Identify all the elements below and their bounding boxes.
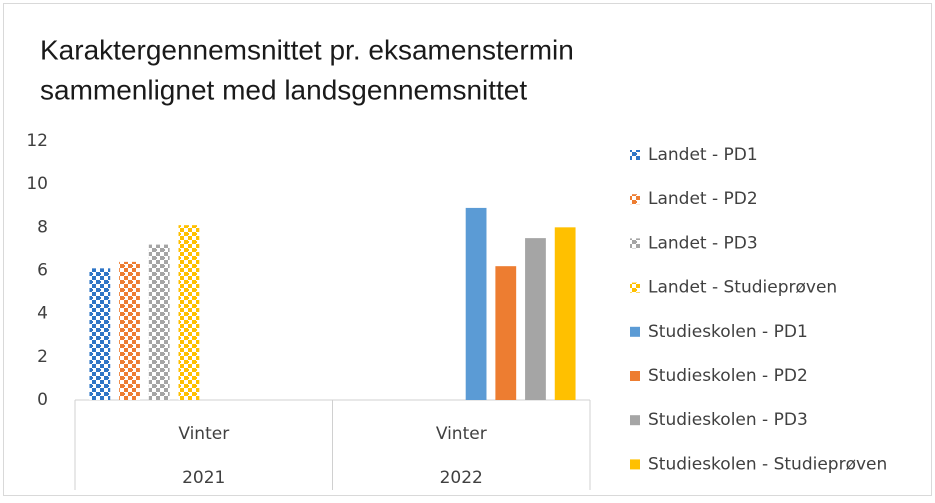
bar — [148, 244, 170, 400]
chart-title: Karaktergennemsnittet pr. eksamenstermin — [40, 34, 574, 65]
legend-label: Studieskolen - PD3 — [648, 410, 808, 430]
y-tick-label: 12 — [26, 131, 48, 151]
x-group-label: 2021 — [182, 468, 225, 488]
y-tick-label: 4 — [37, 304, 48, 324]
y-tick-label: 6 — [37, 261, 48, 281]
y-tick-label: 10 — [26, 174, 48, 194]
legend-marker — [630, 150, 640, 160]
legend-marker — [630, 282, 640, 293]
legend-label: Landet - PD2 — [648, 189, 758, 209]
legend-marker — [630, 415, 640, 426]
bar — [495, 266, 517, 400]
legend-label: Studieskolen - PD1 — [648, 322, 808, 342]
legend-label: Studieskolen - Studieprøven — [648, 454, 887, 474]
legend-label: Studieskolen - PD2 — [648, 366, 808, 386]
bar — [525, 238, 546, 400]
legend-label: Landet - Studieprøven — [648, 278, 837, 298]
legend-label: Landet - PD1 — [648, 145, 758, 165]
legend-marker — [630, 459, 640, 470]
x-tick-label: Vinter — [436, 424, 487, 444]
legend-marker — [630, 194, 640, 205]
bar — [554, 227, 576, 400]
y-tick-label: 8 — [37, 217, 48, 237]
bar — [178, 225, 200, 400]
y-tick-label: 2 — [37, 347, 48, 367]
bar — [89, 268, 111, 400]
bar — [119, 261, 140, 400]
x-tick-label: Vinter — [178, 424, 229, 444]
x-group-label: 2022 — [440, 468, 483, 488]
legend-marker — [630, 371, 640, 381]
legend-marker — [630, 326, 640, 337]
y-tick-label: 0 — [37, 390, 48, 410]
bar — [465, 207, 487, 400]
legend-label: Landet - PD3 — [648, 233, 758, 253]
chart-title: sammenlignet med landsgennemsnittet — [40, 74, 527, 105]
legend-marker — [630, 238, 640, 249]
